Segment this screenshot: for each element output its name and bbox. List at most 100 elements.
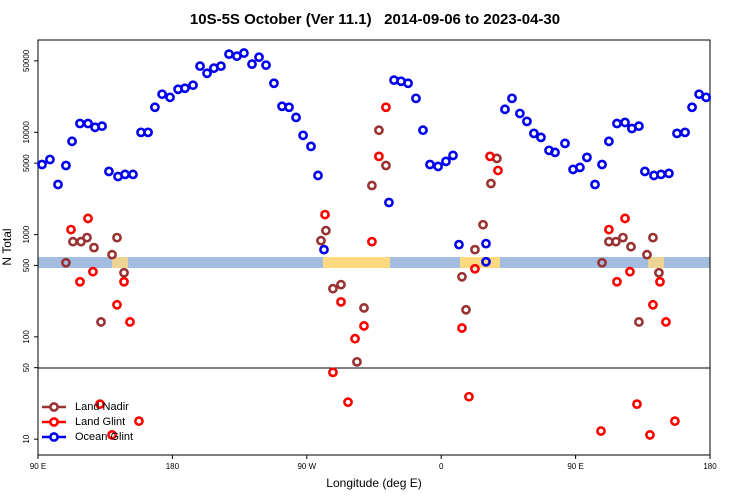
point [61,257,71,268]
point [582,152,592,163]
point [485,151,495,162]
legend-marker [49,402,59,412]
point [632,399,642,410]
point [66,224,76,235]
point [457,271,467,282]
point [112,232,122,243]
point [550,147,560,158]
point [128,169,138,180]
point [507,93,517,104]
point [83,118,93,129]
point [37,159,47,170]
point [82,232,92,243]
point [611,236,621,247]
point [620,213,630,224]
point [645,430,655,440]
point [478,219,488,230]
point [634,121,644,132]
x-tick-label: 180 [703,462,717,471]
y-tick-label: 100 [22,330,31,344]
point [53,179,63,190]
point [381,102,391,113]
point [604,136,614,147]
point [216,61,226,72]
point [625,266,635,277]
point [670,416,680,427]
point [150,102,160,113]
land-band [323,257,390,268]
legend-label: Ocean Glint [75,431,133,443]
point [254,52,264,63]
y-tick-label: 500 [22,258,31,272]
point [536,132,546,143]
x-axis-label: Longitude (deg E) [326,476,421,490]
point [321,225,331,236]
point [352,356,362,367]
point [425,159,435,170]
point [202,68,212,79]
point [291,112,301,123]
point [661,317,671,327]
land-band [648,257,664,268]
point [403,78,413,89]
x-tick-label: 90 E [567,462,583,471]
point [470,244,480,255]
legend-marker [49,417,59,427]
y-tick-label: 1000 [22,225,31,243]
point [367,180,377,191]
point [125,317,135,327]
point [590,179,600,190]
point [112,299,122,310]
point [433,161,443,172]
point [597,159,607,170]
point [157,89,167,100]
point [664,168,674,179]
point [680,127,690,138]
x-tick-label: 0 [439,462,444,471]
point [89,242,99,253]
point [180,83,190,94]
y-tick-label: 50 [22,363,31,372]
point [639,166,650,177]
point [261,60,271,71]
point [481,238,491,249]
point [381,160,391,171]
point [61,160,71,171]
point [359,303,369,313]
point [642,249,652,260]
point [45,154,55,165]
y-tick-label: 10 [22,434,31,443]
point [500,104,510,115]
point [464,391,474,402]
point [648,232,658,243]
point [374,151,384,162]
point [328,283,338,294]
point [367,236,377,247]
y-axis-label: N Total [0,228,14,265]
point [359,321,369,331]
point [97,121,107,132]
point [68,236,78,247]
point [75,276,85,287]
point [626,241,636,252]
point [107,430,117,440]
point [560,138,570,149]
point [374,125,384,136]
point [104,166,114,177]
point [457,323,467,333]
point [350,333,360,344]
point [95,399,105,410]
point [418,125,428,136]
point [648,299,658,310]
point [306,141,316,152]
point [604,224,614,235]
point [107,249,117,260]
point [634,317,644,327]
point [514,108,525,119]
point [328,367,338,378]
point [612,118,622,129]
point [83,213,93,224]
point [575,162,585,173]
point [316,235,326,246]
